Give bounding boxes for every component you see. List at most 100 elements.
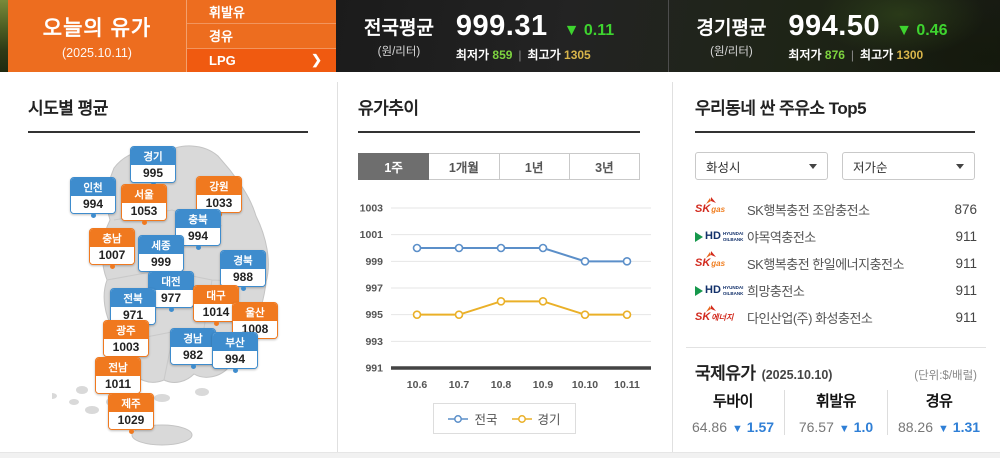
- svg-text:1003: 1003: [360, 203, 384, 215]
- hd-oilbank-logo-icon: HD HYUNDAI OILBANK: [695, 231, 743, 242]
- average-price: 994.50: [788, 9, 881, 42]
- range-tab-1개월[interactable]: 1개월: [429, 153, 500, 180]
- average-min-max: 최저가 876 | 최고가 1300: [788, 47, 924, 62]
- chevron-down-icon: [809, 163, 817, 169]
- svg-text:10.7: 10.7: [449, 379, 470, 391]
- low-value: 876: [824, 47, 845, 62]
- cheap-stations-panel: 우리동네 싼 주유소 Top5 화성시 저가순 SKgas SK행복충전 조암충전…: [672, 72, 1000, 452]
- region-value: 982: [171, 347, 215, 364]
- station-row[interactable]: SK에너지 다인산업(주) 화성충전소 911: [695, 304, 977, 331]
- svg-text:10.11: 10.11: [614, 379, 640, 391]
- fuel-tab-LPG[interactable]: LPG ❯: [187, 48, 336, 72]
- intl-item-휘발유: 휘발유 76.57 ▼ 1.0: [784, 390, 887, 435]
- region-value: 994: [176, 228, 220, 245]
- station-row[interactable]: SKgas SK행복충전 조암충전소 876: [695, 196, 977, 223]
- intl-name: 경유: [925, 393, 953, 410]
- regional-average-panel: 시도별 평균 경기 995 인천 994 서울 1053 강원 1033 충북 994 충남 1007…: [0, 72, 337, 452]
- region-select-value: 화성시: [706, 160, 741, 175]
- range-tab-3년[interactable]: 3년: [569, 153, 640, 180]
- region-dot: [196, 245, 201, 250]
- station-brand: SKgas: [695, 251, 747, 269]
- legend-item-전국: 전국: [448, 409, 498, 428]
- svg-text:1001: 1001: [360, 229, 384, 241]
- title-underline: [695, 131, 975, 133]
- region-value: 1011: [96, 376, 140, 393]
- svg-text:995: 995: [365, 309, 383, 321]
- region-value: 994: [71, 196, 115, 213]
- region-badge-경기: 경기 995: [130, 146, 176, 183]
- region-badge-세종: 세종 999: [138, 235, 184, 272]
- sort-select[interactable]: 저가순: [842, 152, 975, 180]
- average-price: 999.31: [455, 9, 548, 42]
- region-badge-인천: 인천 994: [70, 177, 116, 214]
- svg-text:10.9: 10.9: [533, 379, 554, 391]
- chevron-right-icon: ❯: [311, 52, 322, 68]
- legend-marker-icon: [448, 414, 469, 423]
- station-name: 희망충전소: [747, 284, 805, 299]
- svg-text:991: 991: [365, 363, 383, 375]
- region-dot: [169, 307, 174, 312]
- svg-text:999: 999: [365, 256, 383, 268]
- station-brand: SKgas: [695, 197, 747, 215]
- intl-price: 64.86: [691, 419, 727, 435]
- svg-text:993: 993: [365, 336, 383, 348]
- sk-gas-logo-icon: SKgas: [695, 251, 725, 269]
- fuel-tab-label: LPG: [209, 52, 236, 68]
- region-select[interactable]: 화성시: [695, 152, 828, 180]
- fuel-tab-label: 경유: [209, 29, 233, 45]
- today-price-panel: 오늘의 유가 (2025.10.11): [8, 0, 186, 72]
- region-name: 부산: [213, 333, 257, 351]
- region-name: 전북: [111, 289, 155, 307]
- average-name: 경기평균: [696, 18, 767, 39]
- station-row[interactable]: SKgas SK행복충전 한일에너지충전소 911: [695, 250, 977, 277]
- legend-label: 경기: [537, 413, 561, 427]
- intl-name: 두바이: [713, 393, 753, 410]
- chart-legend: 전국 경기: [337, 403, 672, 434]
- content-area: 시도별 평균 경기 995 인천 994 서울 1053 강원 1033 충북 994 충남 1007…: [0, 72, 1000, 452]
- region-dot: [110, 264, 115, 269]
- intl-price: 76.57: [798, 419, 834, 435]
- average-section-전국평균: 전국평균 (원/리터) 999.31 ▼ 0.11 최저가 859 | 최고가 1305: [336, 0, 668, 72]
- station-name: 야목역충전소: [747, 230, 816, 245]
- svg-text:997: 997: [365, 283, 383, 295]
- fuel-tab-경유[interactable]: 경유: [187, 24, 336, 49]
- region-value: 971: [111, 307, 155, 324]
- title-underline: [358, 131, 640, 133]
- average-change: ▼ 0.11: [563, 21, 615, 39]
- average-price-bar: 전국평균 (원/리터) 999.31 ▼ 0.11 최저가 859 | 최고가 1305 경기…: [336, 0, 1000, 72]
- region-name: 대전: [149, 272, 193, 290]
- region-badge-전북: 전북 971: [110, 288, 156, 325]
- intl-item-경유: 경유 88.26 ▼ 1.31: [887, 390, 990, 435]
- region-name: 인천: [71, 178, 115, 196]
- station-price: 911: [955, 283, 977, 298]
- region-name: 세종: [139, 236, 183, 254]
- range-tab-1주[interactable]: 1주: [358, 153, 430, 180]
- page-date: (2025.10.11): [62, 46, 132, 60]
- region-name: 울산: [233, 303, 277, 321]
- region-dot: [191, 364, 196, 369]
- intl-change: ▼ 1.57: [732, 419, 775, 435]
- station-brand: HD HYUNDAI OILBANK: [695, 285, 747, 296]
- region-name: 강원: [197, 177, 241, 195]
- line-chart-svg: 991 993 995 997 999 1001 1003 10.6 10.7 10.8 10.9 1…: [360, 203, 651, 391]
- region-name: 충북: [176, 210, 220, 228]
- region-value: 977: [149, 290, 193, 307]
- low-label: 최저가: [788, 47, 822, 62]
- range-tab-1년[interactable]: 1년: [499, 153, 570, 180]
- legend-label: 전국: [474, 413, 498, 427]
- panel-divider: [672, 82, 673, 452]
- svg-text:10.6: 10.6: [407, 379, 428, 391]
- region-name: 경남: [171, 329, 215, 347]
- region-name: 충남: [90, 229, 134, 247]
- legend-marker-icon: [511, 414, 532, 423]
- high-label: 최고가: [527, 47, 561, 62]
- sk-energy-logo-icon: SK에너지: [695, 305, 733, 323]
- fuel-tab-휘발유[interactable]: 휘발유: [187, 0, 336, 25]
- sort-select-value: 저가순: [853, 160, 888, 175]
- region-dot: [142, 220, 147, 225]
- region-badge-부산: 부산 994: [212, 332, 258, 369]
- station-row[interactable]: HD HYUNDAI OILBANK 야목역충전소 911: [695, 223, 977, 250]
- international-prices: 두바이 64.86 ▼ 1.57 휘발유 76.57 ▼ 1.0 경유 88.26 ▼ 1.31: [682, 390, 990, 435]
- average-unit: (원/리터): [377, 46, 421, 58]
- station-row[interactable]: HD HYUNDAI OILBANK 희망충전소 911: [695, 277, 977, 304]
